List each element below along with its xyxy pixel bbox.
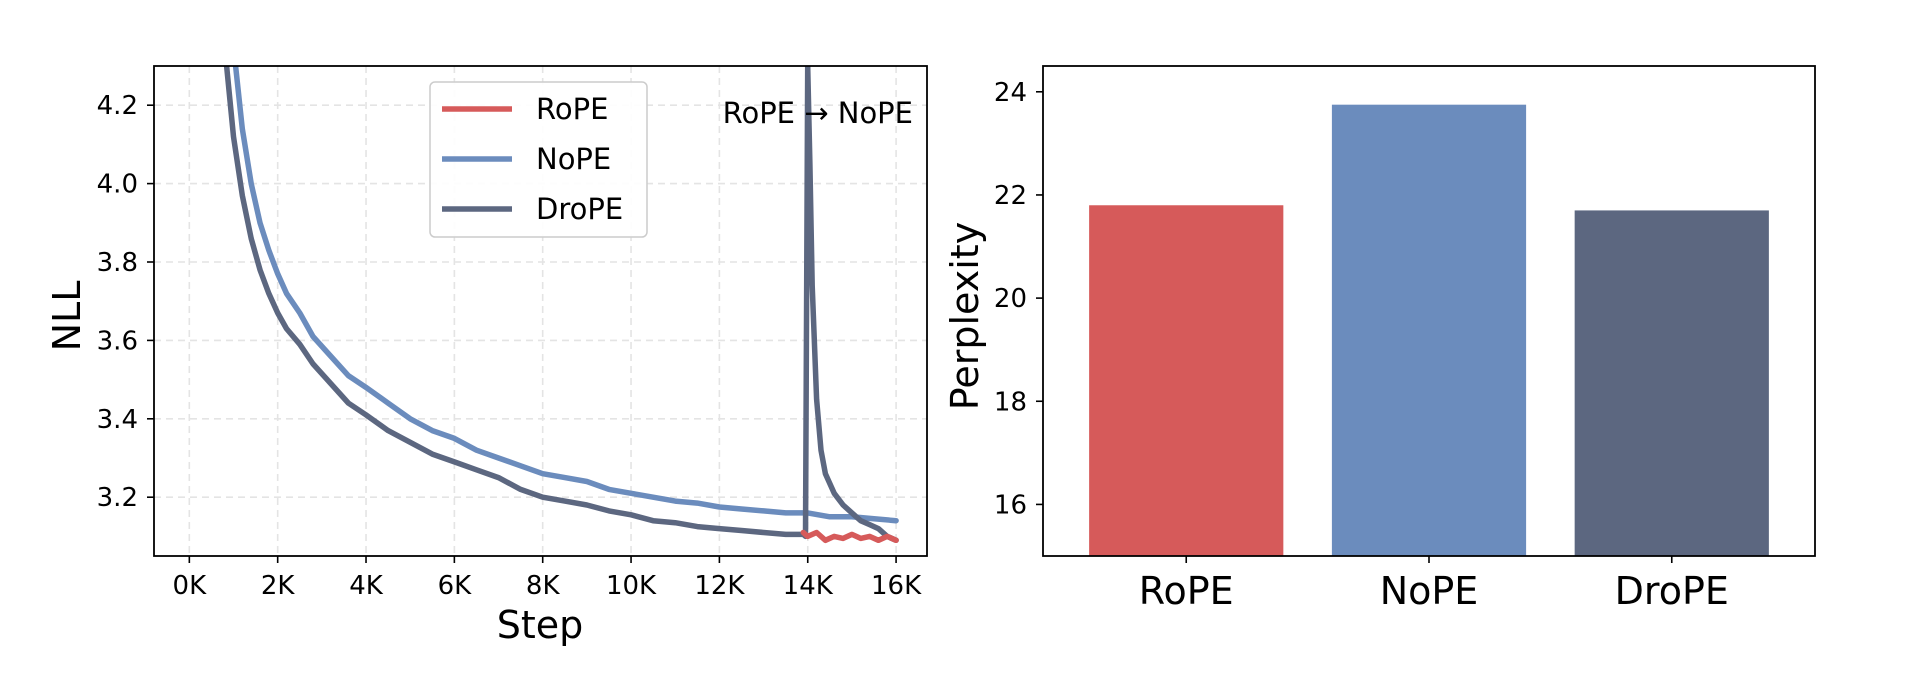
bar-nope [1331, 104, 1527, 557]
line-chart-legend: RoPE NoPE DroPE [429, 81, 648, 238]
nll-line-chart: 0K 2K 4K 6K 8K 10K 12K 14K 16K 3.2 3.4 3.6 3.8 4.0 4.2… [45, 65, 928, 647]
legend-label-nope: NoPE [536, 142, 611, 176]
line-chart-y-tick-label: 4.2 [97, 91, 138, 121]
legend-box [429, 81, 648, 238]
bar-category-label-nope: NoPE [1380, 569, 1479, 613]
line-chart-x-tick-label: 2K [261, 571, 296, 601]
line-chart-y-axis-title: NLL [45, 281, 89, 352]
rope-to-nope-annotation: RoPE → NoPE [723, 96, 913, 130]
bar-chart-y-tick-label: 22 [994, 181, 1027, 211]
line-chart-x-tick-label: 6K [438, 571, 473, 601]
bar-chart-y-tick-label: 16 [994, 490, 1027, 520]
line-chart-y-tick-label: 3.6 [97, 326, 138, 356]
line-chart-x-tick-label: 16K [871, 571, 922, 601]
bar-chart-y-tick-label: 24 [994, 78, 1027, 108]
line-chart-x-tick-label: 4K [349, 571, 384, 601]
line-chart-x-tick-label: 12K [694, 571, 745, 601]
line-chart-x-axis-title: Step [497, 603, 584, 647]
bar-category-label-drope: DroPE [1615, 569, 1729, 613]
series-line-rope [800, 529, 899, 544]
series-line-drope [223, 66, 899, 544]
line-chart-x-tick-label: 14K [783, 571, 834, 601]
bar-rope [1089, 205, 1284, 556]
bar-category-label-rope: RoPE [1139, 569, 1234, 613]
bar-chart-y-axis-title: Perplexity [943, 222, 987, 410]
bar-chart-y-tick-label: 18 [994, 387, 1027, 417]
line-chart-y-tick-label: 3.2 [97, 483, 138, 513]
bar-chart-ticks: RoPE NoPE DroPE 16 18 20 22 24 [994, 78, 1729, 613]
line-chart-x-tick-label: 8K [526, 571, 561, 601]
line-chart-y-tick-label: 3.8 [97, 248, 138, 278]
line-chart-y-tick-label: 4.0 [97, 170, 138, 200]
line-chart-ticks: 0K 2K 4K 6K 8K 10K 12K 14K 16K 3.2 3.4 3.6 3.8 4.0 4.2 [97, 91, 922, 601]
series-line-nope [232, 66, 899, 524]
line-chart-plot-frame [153, 65, 928, 557]
line-chart-y-tick-label: 3.4 [97, 405, 138, 435]
legend-label-rope: RoPE [536, 92, 608, 126]
line-chart-series [223, 66, 899, 544]
line-chart-x-tick-label: 0K [173, 571, 208, 601]
legend-label-drope: DroPE [536, 192, 623, 226]
perplexity-bar-chart: RoPE NoPE DroPE 16 18 20 22 24 Perplexity [943, 65, 1816, 613]
bar-drope [1574, 210, 1769, 556]
bar-chart-y-tick-label: 20 [994, 284, 1027, 314]
bar-chart-bars [1089, 104, 1769, 557]
line-chart-x-tick-label: 10K [606, 571, 657, 601]
